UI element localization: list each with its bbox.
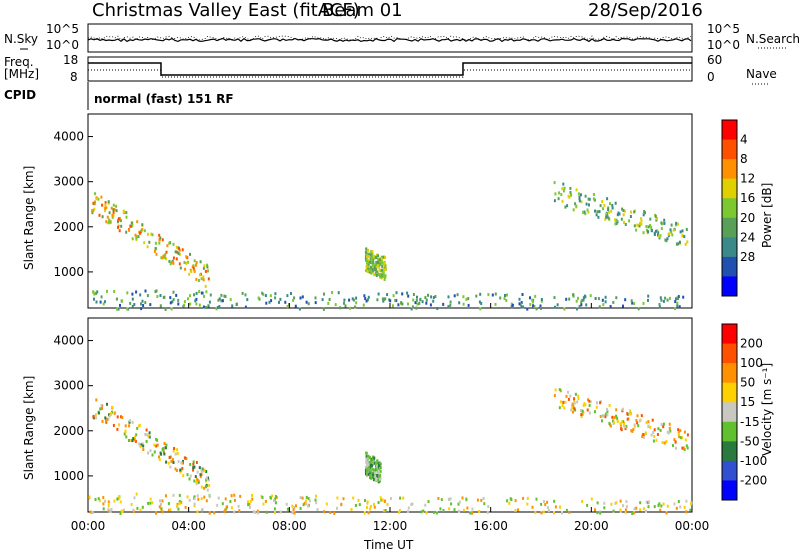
power-echo-region [553,181,689,246]
velocity-xtick-label-2: 08:00 [272,519,307,533]
velocity-xtick-label-5: 20:00 [574,519,609,533]
velocity-colorbar-segment-6 [722,441,737,462]
power-ytick-label-3: 4000 [53,130,84,144]
power-colorbar-segment-4 [722,198,737,219]
power-colorbar-segment-2 [722,159,737,180]
power-colorbar-tick-0: 4 [740,133,748,147]
cpid-value: normal (fast) 151 RF [94,92,234,106]
velocity-xtick-label-0: 00:00 [71,519,106,533]
power-ylabel: Slant Range [km] [22,165,36,270]
plot-title: Christmas Valley East (fitACF) [92,0,360,21]
nave-tick-bottom: 0 [707,70,715,84]
noise-panel-frame [87,23,693,53]
freq-tick-top: 18 [63,53,79,67]
velocity-colorbar-tick-5: -50 [740,434,760,448]
nave-trace [88,69,692,78]
velocity-colorbar-segment-3 [722,382,737,403]
power-colorbar-tick-4: 20 [740,211,755,225]
power-colorbar-tick-6: 28 [740,250,755,264]
power-ytick-label-1: 2000 [53,220,84,234]
velocity-colorbar-segment-0 [722,324,737,345]
velocity-colorbar-frame [721,323,738,501]
nsearch-tick-top: 10^5 [707,22,740,36]
nave-label: Nave [746,67,777,81]
velocity-ylabel: Slant Range [km] [22,375,36,480]
freq-panel-frame [87,56,693,82]
velocity-colorbar-tick-2: 50 [740,376,755,390]
velocity-xtick-label-6: 00:00 [675,519,710,533]
power-colorbar-frame [721,119,738,297]
velocity-ytick-label-1: 2000 [53,424,84,438]
panel-frame-power [87,113,693,309]
velocity-colorbar-tick-6: -100 [740,454,767,468]
power-colorbar-segment-6 [722,237,737,258]
velocity-colorbar-tick-3: 15 [740,395,755,409]
power-colorbar-label: Power [dB] [760,182,774,248]
power-colorbar-segment-3 [722,178,737,199]
velocity-colorbar-segment-7 [722,460,737,481]
nsearch-label: N.Search [746,32,800,46]
velocity-echo-region [553,388,689,451]
nsky-label: N.Sky [4,32,39,46]
velocity-colorbar-segment-8 [722,480,737,501]
nsearch-trace [87,35,692,41]
frequency-trace [88,62,692,76]
velocity-colorbar-segment-1 [722,343,737,364]
time-axis-label: Time UT [364,538,414,552]
power-colorbar-segment-7 [722,256,737,277]
nsky-tick-top: 10^5 [46,22,79,36]
power-colorbar-tick-2: 12 [740,172,755,186]
freq-unit-label: [MHz] [4,67,40,81]
velocity-ytick-label-3: 4000 [53,334,84,348]
power-colorbar-tick-3: 16 [740,191,755,205]
velocity-colorbar-tick-0: 200 [740,337,763,351]
power-colorbar-segment-8 [722,276,737,297]
nave-tick-top: 60 [707,53,723,67]
velocity-xtick-label-4: 16:00 [473,519,508,533]
beam-label: Beam 01 [322,0,403,21]
velocity-ytick-label-2: 3000 [53,379,84,393]
power-colorbar-segment-1 [722,139,737,160]
velocity-colorbar-tick-7: -200 [740,473,767,487]
power-ytick-label-0: 1000 [53,265,84,279]
freq-tick-bottom: 8 [70,70,78,84]
nsky-tick-bottom: 10^0 [46,38,79,52]
velocity-echo-region [364,451,382,484]
velocity-echo-region [88,492,693,515]
power-echo-region [364,247,387,281]
velocity-xtick-label-1: 04:00 [171,519,206,533]
velocity-colorbar-segment-2 [722,363,737,384]
velocity-ytick-label-0: 1000 [53,469,84,483]
velocity-echo-region [92,398,211,492]
power-colorbar-segment-0 [722,120,737,141]
date-label: 28/Sep/2016 [588,0,703,21]
power-echo-region [91,192,210,288]
velocity-colorbar-segment-4 [722,402,737,423]
power-echo-region [92,289,685,311]
velocity-colorbar-label: Velocity [m s⁻¹] [760,362,774,456]
velocity-colorbar-segment-5 [722,421,737,442]
velocity-colorbar-tick-4: -15 [740,415,760,429]
velocity-xtick-label-3: 12:00 [373,519,408,533]
power-colorbar-tick-5: 24 [740,230,755,244]
freq-label: Freq. [4,55,34,69]
velocity-colorbar-tick-1: 100 [740,356,763,370]
power-colorbar-tick-1: 8 [740,152,748,166]
cpid-label: CPID [4,88,37,102]
power-ytick-label-2: 3000 [53,175,84,189]
nsky-trace [87,37,692,43]
power-colorbar-segment-5 [722,217,737,238]
nsearch-tick-bottom: 10^0 [707,38,740,52]
